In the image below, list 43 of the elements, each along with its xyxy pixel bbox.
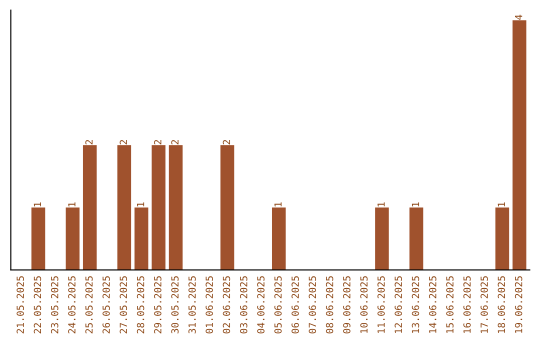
x-tick-label: 03.06.2025 xyxy=(240,276,248,334)
x-tick-label: 08.06.2025 xyxy=(326,276,334,334)
x-tick-label: 31.05.2025 xyxy=(188,276,196,334)
x-tick-label: 19.06.2025 xyxy=(514,276,522,333)
x-tick-label: 15.06.2025 xyxy=(446,276,454,333)
x-tick-label: 18.06.2025 xyxy=(498,276,506,333)
x-tick-label: 05.06.2025 xyxy=(274,276,282,334)
x-tick-label: 27.05.2025 xyxy=(120,276,128,334)
data-label: 4 xyxy=(515,14,522,20)
x-tick-label: 22.05.2025 xyxy=(34,276,42,334)
x-tick-label: 07.06.2025 xyxy=(308,276,316,334)
x-tick-label: 12.06.2025 xyxy=(394,276,402,333)
x-tick-label: 28.05.2025 xyxy=(136,276,144,334)
x-tick-label: 10.06.2025 xyxy=(360,276,368,333)
x-tick-label: 14.06.2025 xyxy=(429,276,436,333)
x-tick-label: 26.05.2025 xyxy=(102,276,110,334)
x-tick-label: 24.05.2025 xyxy=(68,276,76,334)
x-tick-label: 11.06.2025 xyxy=(377,276,385,333)
data-label: 1 xyxy=(412,202,420,206)
x-tick-label: 25.05.2025 xyxy=(85,276,93,334)
data-label: 1 xyxy=(34,202,41,206)
x-tick-label: 01.06.2025 xyxy=(206,276,213,334)
data-label: 1 xyxy=(498,202,505,206)
data-label: 2 xyxy=(222,140,230,144)
data-label: 1 xyxy=(274,202,282,206)
data-label: 1 xyxy=(378,202,385,206)
x-tick-label: 09.06.2025 xyxy=(343,276,350,334)
data-label: 2 xyxy=(171,140,178,144)
data-label: 2 xyxy=(120,140,127,144)
x-tick-label: 04.06.2025 xyxy=(257,276,265,334)
data-label: 1 xyxy=(68,202,76,206)
data-label: 2 xyxy=(85,140,93,144)
x-tick-label: 13.06.2025 xyxy=(412,276,420,333)
x-tick-label: 30.05.2025 xyxy=(171,276,179,334)
x-tick-label: 21.05.2025 xyxy=(16,276,24,334)
data-label: 2 xyxy=(154,140,162,144)
x-tick-label: 16.06.2025 xyxy=(463,276,471,333)
x-tick-label: 06.06.2025 xyxy=(292,276,299,334)
x-tick-label: 17.06.2025 xyxy=(480,276,488,333)
data-label: 1 xyxy=(137,202,144,206)
x-tick-label: 02.06.2025 xyxy=(222,276,230,334)
x-tick-label: 23.05.2025 xyxy=(50,276,58,334)
x-tick-label: 29.05.2025 xyxy=(154,276,162,334)
